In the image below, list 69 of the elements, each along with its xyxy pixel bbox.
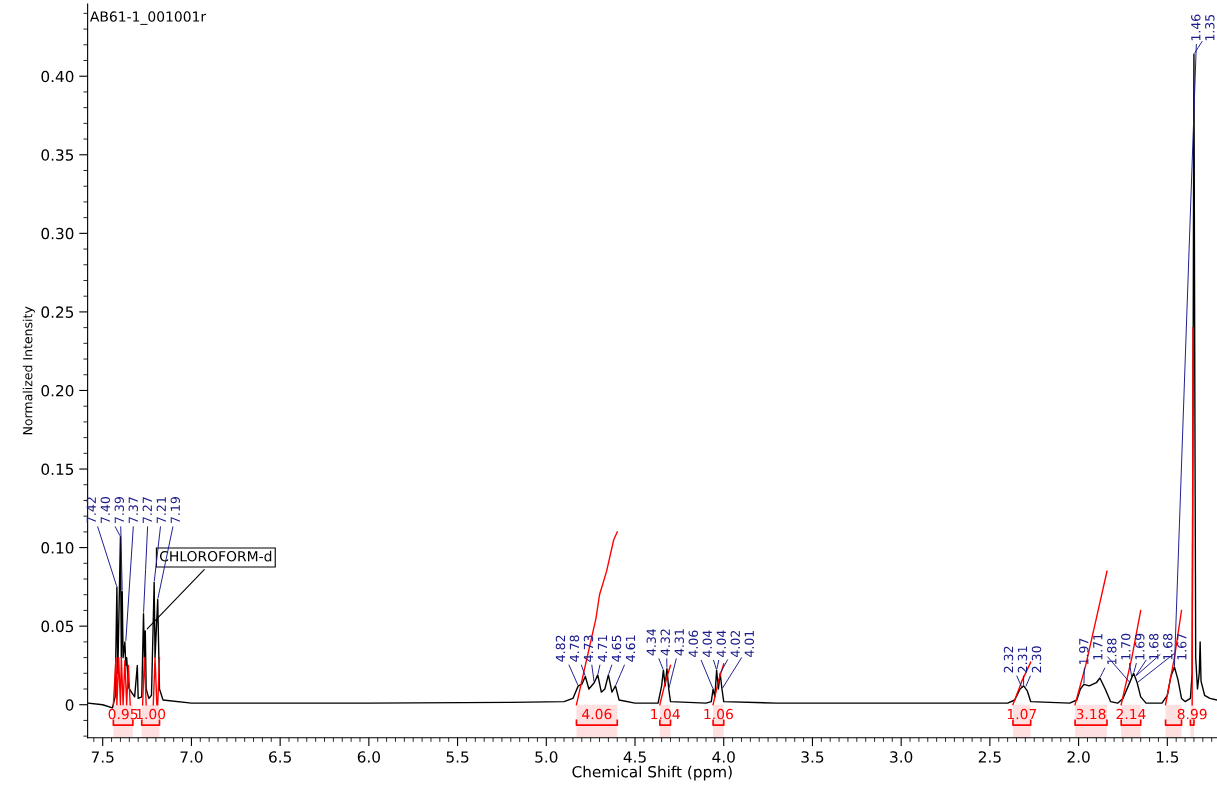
annotation: 4.04 <box>702 630 712 657</box>
y-tick-label: 0.05 <box>41 620 74 633</box>
x-tick-label: 6.5 <box>269 751 291 763</box>
y-tick-label: 0.30 <box>41 227 74 240</box>
annotation: 1.68 <box>1163 633 1173 660</box>
annotation: 7.39 <box>114 497 125 523</box>
x-tick-label: 7.0 <box>180 751 203 763</box>
annotation: 4.31 <box>674 629 684 656</box>
x-tick-label: 4.5 <box>623 751 646 763</box>
annotation: 4.34 <box>646 628 656 656</box>
band-label: 8.99 <box>1177 708 1207 720</box>
annotation: 4.06 <box>688 630 698 657</box>
annotation: 1.71 <box>1093 634 1103 660</box>
x-tick-label: 4.0 <box>712 751 735 763</box>
annotation: 7.42 <box>86 497 96 523</box>
annotation: 4.02 <box>730 631 740 657</box>
annotation: 2.31 <box>1017 646 1028 673</box>
annotation: 1.97 <box>1079 638 1089 665</box>
x-tick-label: 2.0 <box>1067 751 1090 763</box>
x-tick-label: 1.5 <box>1156 751 1179 763</box>
annotation: 1.46 <box>1191 14 1201 41</box>
annotation: 2.30 <box>1031 646 1042 673</box>
annotation: 4.32 <box>660 629 670 656</box>
annotation: CHLOROFORM-d <box>159 550 272 562</box>
x-tick-label: 7.5 <box>91 751 114 763</box>
annotation: 1.67 <box>1177 633 1187 660</box>
text: AB61-1_001001r <box>89 11 207 25</box>
annotation: 4.78 <box>569 635 580 662</box>
y-tick-label: 0.20 <box>41 384 74 397</box>
annotation: 4.82 <box>555 635 566 662</box>
band-label: 1.06 <box>704 708 733 720</box>
annotation: 2.32 <box>1003 646 1014 673</box>
y-tick-label: 0.35 <box>41 149 74 161</box>
y-tick-label: 0.40 <box>41 70 74 83</box>
x-tick-label: 5.5 <box>446 751 469 763</box>
y-axis-title: Normalized Intensity <box>22 306 35 435</box>
band-label: 1.07 <box>1007 708 1037 720</box>
x-tick-label: 5.0 <box>535 751 558 763</box>
annotation: 4.04 <box>716 630 726 657</box>
y-tick-label: 0.10 <box>41 542 74 554</box>
band-label: 2.14 <box>1116 708 1146 720</box>
annotation: 1.68 <box>1149 633 1159 660</box>
y-tick-label: 0.15 <box>41 463 74 476</box>
annotation: 4.73 <box>583 635 594 662</box>
annotation: 7.40 <box>100 497 111 523</box>
annotation: 1.88 <box>1107 638 1117 665</box>
x-tick-label: 3.5 <box>801 751 824 763</box>
annotation: 4.61 <box>625 635 636 662</box>
x-axis-title: Chemical Shift (ppm) <box>572 765 732 781</box>
x-tick-label: 2.5 <box>978 751 1001 763</box>
annotation: 7.37 <box>128 497 139 523</box>
annotation: 4.01 <box>744 630 754 657</box>
x-tick-label: 6.0 <box>357 751 380 763</box>
band-label: 4.06 <box>582 708 612 720</box>
annotation: 4.71 <box>597 635 608 662</box>
annotation: 1.69 <box>1135 633 1145 660</box>
annotation: 7.27 <box>142 497 152 523</box>
annotation: 1.70 <box>1121 633 1131 660</box>
band-label: 1.00 <box>136 708 166 720</box>
band-label: 1.04 <box>651 708 680 720</box>
annotation: 4.65 <box>611 635 622 662</box>
annotation: 1.35 <box>1205 14 1215 41</box>
annotation: 7.19 <box>170 497 181 523</box>
annotation: 7.21 <box>156 497 166 523</box>
x-tick-label: 3.0 <box>890 751 913 763</box>
y-tick-label: 0 <box>65 699 74 711</box>
y-tick-label: 0.25 <box>41 306 74 318</box>
band-label: 3.18 <box>1076 708 1106 720</box>
band-label: 0.95 <box>108 708 138 720</box>
